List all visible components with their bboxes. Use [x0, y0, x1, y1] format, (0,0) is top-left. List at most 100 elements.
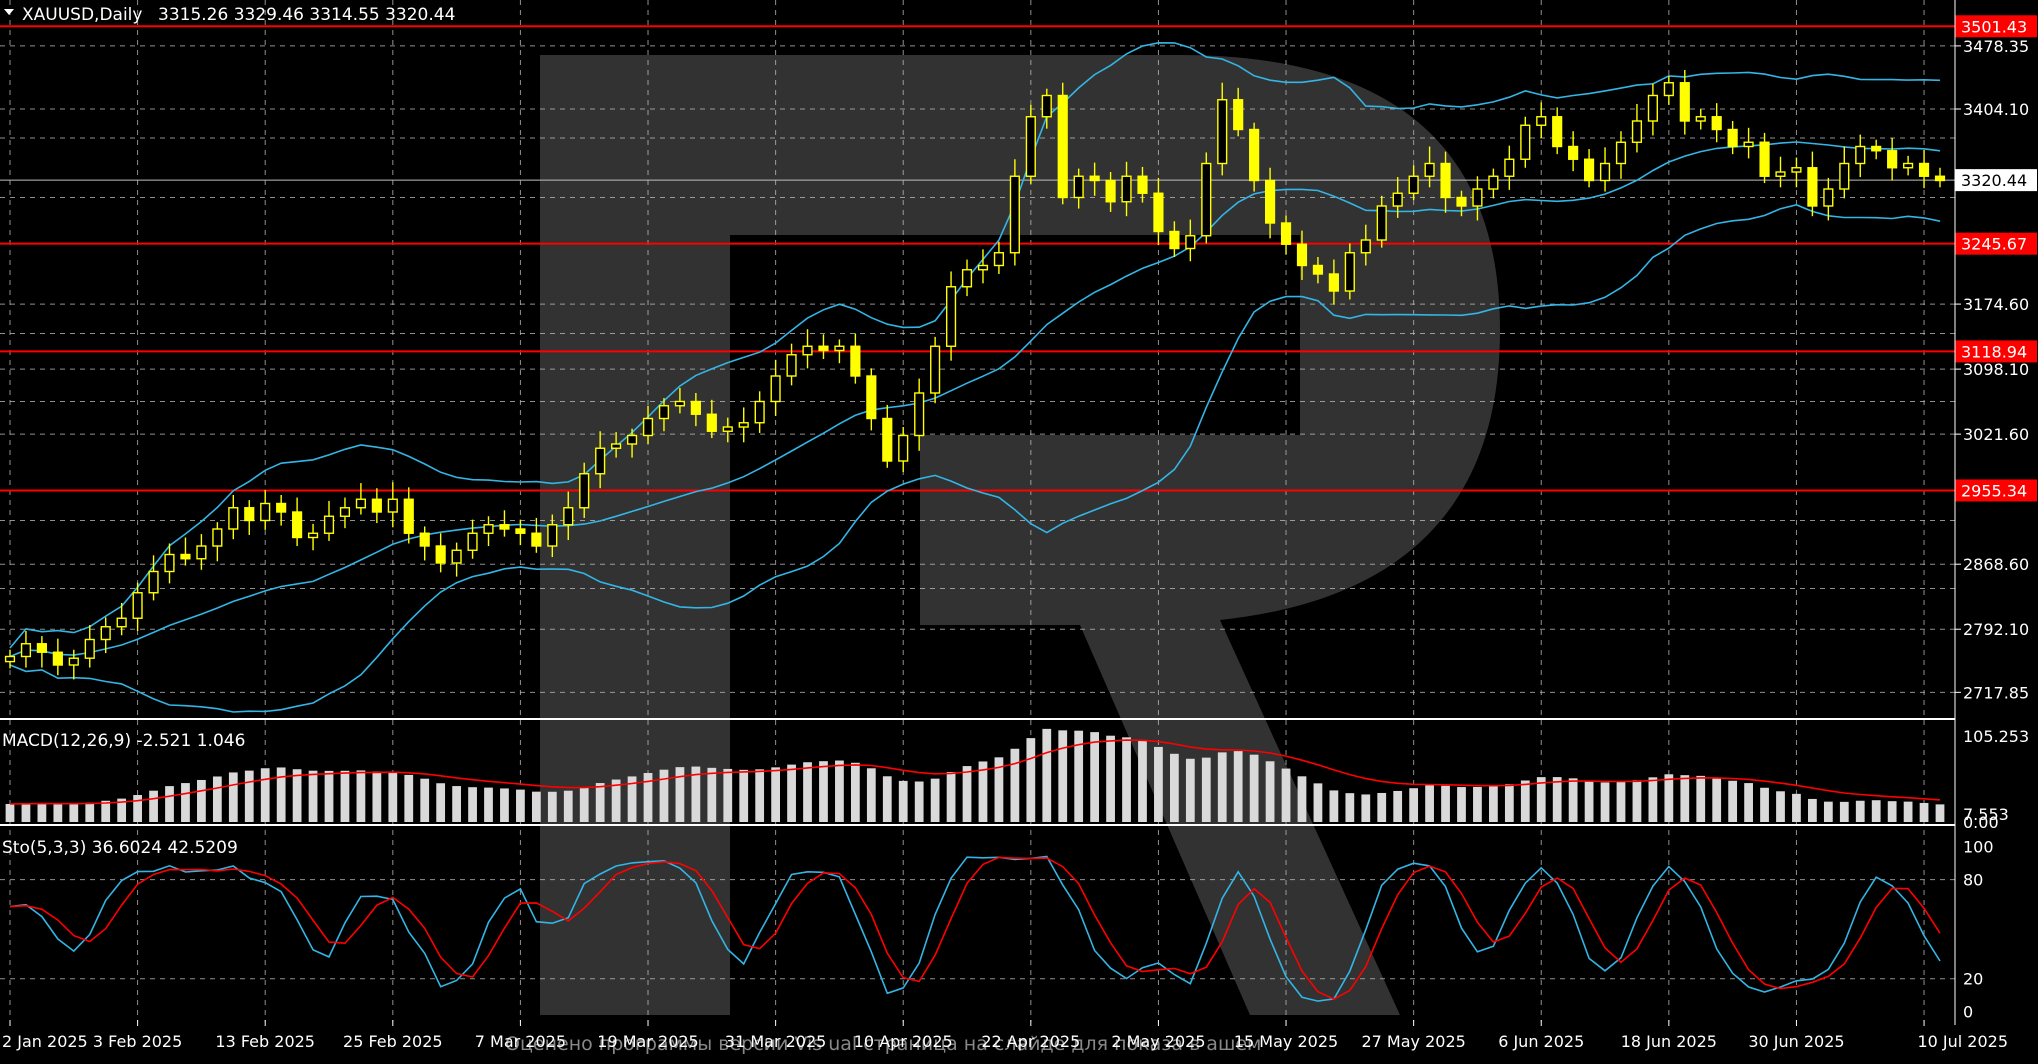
candle-body [339, 507, 351, 517]
candles [4, 70, 1946, 680]
bollinger-bands [9, 41, 1941, 713]
candle-body [1185, 235, 1196, 250]
macd-bar [1233, 751, 1243, 822]
macd-bar [1839, 801, 1849, 822]
candle-body [1009, 175, 1020, 254]
macd-bar [930, 778, 940, 822]
macd-panel [5, 728, 1945, 822]
level-tag [1955, 15, 2037, 38]
macd-bar [149, 790, 158, 822]
macd-bar [914, 781, 924, 822]
candle-body [1440, 162, 1451, 199]
candle-body [1599, 162, 1611, 182]
candle-body [323, 515, 335, 534]
macd-bar [1568, 778, 1578, 822]
candle-body [1344, 252, 1355, 292]
candle-body [993, 252, 1005, 267]
macd-bar [1441, 785, 1450, 822]
macd-bar [1297, 776, 1307, 822]
candle-body [1233, 99, 1244, 131]
macd-bar [340, 770, 350, 822]
candle-body [1472, 188, 1483, 207]
time-tick-label: 13 Feb 2025 [215, 1032, 315, 1051]
candle-body [164, 553, 175, 573]
macd-bar [579, 787, 589, 822]
collapse-triangle-icon[interactable] [4, 9, 14, 15]
candle-body [1217, 99, 1228, 165]
candle-body [1934, 175, 1946, 182]
sto-label: Sto(5,3,3) 36.6024 42.5209 [2, 838, 238, 858]
candle-body [977, 264, 989, 271]
candle-body [499, 524, 510, 530]
candle-body [1376, 205, 1387, 241]
candle-body [100, 626, 111, 641]
candle-body [626, 434, 638, 445]
candle-body [1711, 116, 1722, 131]
macd-label: MACD(12,26,9) -2.521 1.046 [2, 731, 245, 751]
candle-body [180, 553, 191, 560]
candle-body [690, 400, 701, 415]
candle-body [1807, 167, 1818, 207]
current-price-tag [1955, 169, 2037, 192]
macd-bar [898, 780, 908, 822]
macd-bar [946, 772, 956, 822]
macd-bar [882, 776, 892, 822]
candle-body [945, 286, 957, 347]
macd-bar [372, 771, 382, 822]
macd-bar [1520, 780, 1530, 822]
macd-bar [755, 769, 765, 822]
macd-bar [1935, 804, 1945, 822]
macd-bar [1616, 782, 1626, 822]
candle-body [786, 354, 797, 377]
candle-body [451, 549, 462, 564]
time-tick-label: 2 Jan 2025 [2, 1032, 88, 1051]
macd-bar [595, 783, 605, 822]
macd-bar [1760, 787, 1769, 822]
candle-body [1169, 230, 1180, 250]
candle-body [276, 502, 287, 513]
level-tag-label: 3245.67 [1961, 235, 2027, 254]
candle-body [132, 592, 143, 619]
macd-signal-line [9, 739, 1941, 805]
macd-bar [1744, 783, 1753, 822]
macd-bar [1201, 757, 1211, 822]
macd-bar [133, 795, 142, 822]
candle-body [1312, 264, 1324, 275]
macd-bar [1473, 786, 1482, 822]
level-tag-label: 2955.34 [1961, 481, 2027, 500]
macd-bar [1058, 730, 1068, 822]
macd-bar [691, 766, 701, 822]
macd-bar [276, 767, 286, 822]
macd-bar [484, 787, 493, 822]
candle-body [1759, 141, 1770, 177]
candle-body [467, 532, 478, 551]
candle-body [1871, 145, 1882, 152]
macd-bar [1552, 777, 1562, 822]
macd-bar [1377, 792, 1387, 822]
candle-body [1137, 175, 1148, 194]
candle-body [770, 375, 781, 403]
macd-bar [1361, 794, 1371, 822]
macd-bar [1345, 793, 1355, 822]
candle-body [307, 532, 319, 539]
candle-body [1536, 116, 1547, 126]
macd-bar [308, 770, 318, 822]
macd-bar [101, 800, 111, 822]
macd-bar [468, 787, 477, 822]
macd-bar [452, 786, 461, 822]
macd-bar [1823, 801, 1833, 822]
macd-bar [212, 776, 222, 822]
price-tick-label: 3174.60 [1963, 295, 2029, 314]
candle-body [371, 498, 382, 513]
macd-bar [659, 769, 669, 822]
time-tick-label: 30 Jun 2025 [1748, 1032, 1844, 1051]
candle-body [228, 507, 239, 530]
macd-bar [1600, 782, 1610, 822]
candle-body [738, 422, 749, 428]
candle-body [1839, 162, 1850, 190]
macd-bar [675, 767, 685, 822]
candle-body [1903, 162, 1914, 169]
macd-bar [1313, 783, 1323, 822]
